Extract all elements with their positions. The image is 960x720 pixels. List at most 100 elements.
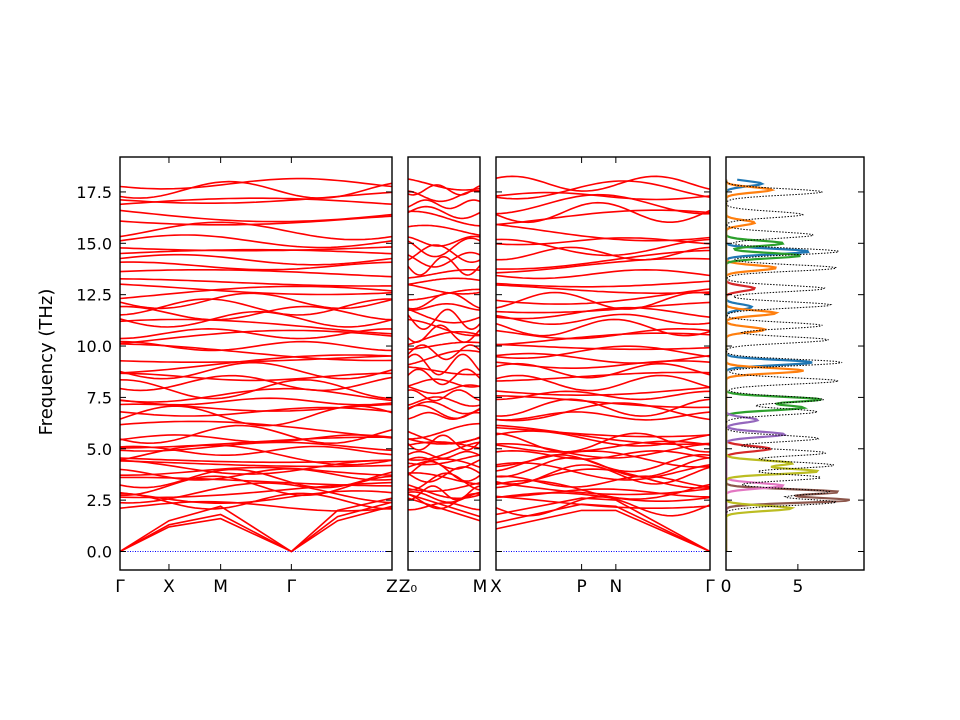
band-line xyxy=(120,468,392,481)
band-line xyxy=(408,460,480,482)
y-tick-label: 0.0 xyxy=(87,543,112,562)
panel-frame xyxy=(407,156,481,571)
band-line xyxy=(120,278,392,287)
partial-dos-curve xyxy=(726,179,804,552)
band-line xyxy=(496,424,710,446)
band-line xyxy=(496,495,710,509)
band-line xyxy=(120,261,392,271)
band-line xyxy=(120,441,392,452)
band-line xyxy=(408,237,480,258)
y-tick-label: 15.0 xyxy=(76,234,112,253)
band-line xyxy=(496,175,710,192)
y-tick-label: 12.5 xyxy=(76,286,112,305)
band-line xyxy=(408,400,480,415)
x-tick-label: Γ xyxy=(705,577,715,597)
band-line xyxy=(496,223,710,242)
x-tick-label: Γ xyxy=(287,577,297,597)
band-line xyxy=(496,461,710,481)
band-line xyxy=(496,426,710,438)
band-line xyxy=(408,283,480,295)
band-line xyxy=(120,305,392,321)
band-line xyxy=(408,269,480,279)
panel-frame xyxy=(119,156,393,571)
band-line xyxy=(496,328,710,340)
band-line xyxy=(496,345,710,359)
band-line xyxy=(408,277,480,286)
band-line xyxy=(408,472,480,485)
band-line xyxy=(120,361,392,380)
x-tick-label: M xyxy=(213,577,228,597)
band-line xyxy=(408,308,480,331)
band-line xyxy=(496,430,710,447)
y-axis-label: Frequency (THz) xyxy=(36,289,57,436)
band-line xyxy=(496,313,710,326)
band-line xyxy=(496,386,710,396)
band-line xyxy=(496,488,710,498)
band-line xyxy=(408,303,480,311)
band-line xyxy=(408,485,480,501)
band-line xyxy=(120,298,392,316)
band-line xyxy=(120,460,392,468)
band-line xyxy=(408,378,480,388)
band-line xyxy=(408,184,480,196)
band-line xyxy=(408,255,480,276)
band-line xyxy=(120,310,392,328)
band-line xyxy=(408,404,480,420)
band-line xyxy=(120,197,392,206)
band-line xyxy=(496,482,710,496)
band-line xyxy=(496,402,710,422)
band-line xyxy=(408,430,480,445)
acoustic-branch xyxy=(496,509,710,553)
band-line xyxy=(120,406,392,417)
band-line xyxy=(496,492,710,502)
band-line xyxy=(120,482,392,504)
panel-frame xyxy=(495,156,711,571)
band-line xyxy=(120,283,392,296)
band-line xyxy=(408,224,480,236)
band-line xyxy=(496,249,710,270)
band-line xyxy=(120,285,392,300)
band-line xyxy=(496,464,710,485)
band-line xyxy=(120,221,392,241)
band-line xyxy=(496,374,710,392)
acoustic-branch xyxy=(408,493,480,518)
band-line xyxy=(408,492,480,510)
acoustic-branch xyxy=(120,505,392,553)
band-line xyxy=(120,340,392,352)
band-line xyxy=(120,372,392,382)
band-line xyxy=(120,234,392,249)
band-line xyxy=(496,456,710,478)
band-line xyxy=(120,292,392,310)
band-line xyxy=(120,466,392,476)
band-line xyxy=(496,246,710,261)
partial-dos-curve xyxy=(726,179,785,552)
x-tick-label: Z₀ xyxy=(399,577,418,597)
band-line xyxy=(496,257,710,274)
band-line xyxy=(120,459,392,475)
band-panel-2: Z₀ M xyxy=(399,156,488,597)
band-line xyxy=(120,500,392,512)
band-line xyxy=(120,177,392,190)
acoustic-branch xyxy=(496,497,710,553)
band-line xyxy=(408,368,480,386)
acoustic-branch xyxy=(120,497,392,553)
partial-dos-curve xyxy=(726,179,850,552)
y-tick-label: 10.0 xyxy=(76,337,112,356)
x-tick-label: M xyxy=(473,577,488,597)
band-line xyxy=(408,324,480,344)
band-line xyxy=(120,191,392,204)
band-line xyxy=(496,238,710,257)
band-line xyxy=(120,209,392,223)
band-line xyxy=(408,353,480,376)
band-line xyxy=(496,411,710,421)
band-line xyxy=(408,482,480,493)
band-panel-1: 0.0 2.5 5.0 7.5 10.0 12.5 15.0 17.5 Γ X M Γ Z xyxy=(76,156,398,597)
band-line xyxy=(408,434,480,451)
band-line xyxy=(408,288,480,301)
band-line xyxy=(496,332,710,346)
band-line xyxy=(120,374,392,392)
x-tick-label: X xyxy=(163,577,175,597)
band-line xyxy=(408,389,480,402)
